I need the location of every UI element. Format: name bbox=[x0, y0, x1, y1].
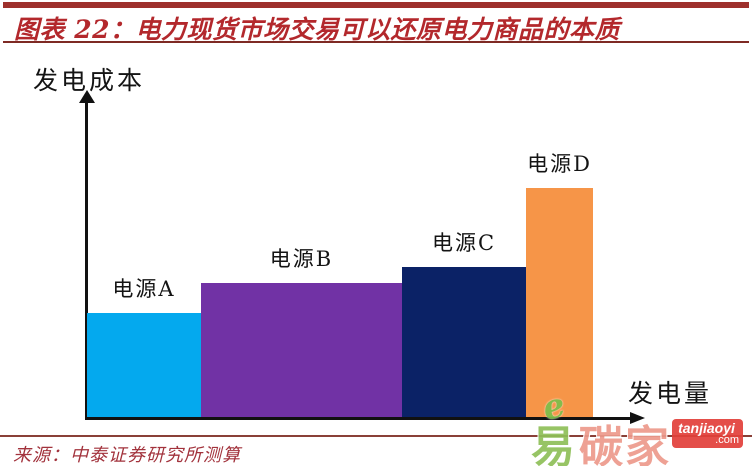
y-axis-arrow-icon bbox=[79, 90, 95, 103]
bar-label-source-d: 电源D bbox=[527, 152, 592, 176]
x-axis-line bbox=[85, 417, 632, 420]
watermark-site-name: tanjiaoyi bbox=[678, 420, 735, 436]
footer-rule bbox=[0, 435, 752, 437]
title-bottom-rule bbox=[3, 41, 749, 43]
bar-source-d bbox=[526, 188, 593, 417]
figure-title: 图表 22：电力现货市场交易可以还原电力商品的本质 bbox=[14, 15, 620, 44]
watermark-chars-red: 碳家 bbox=[579, 422, 671, 466]
watermark: e 易 碳家 tanjiaoyi .com bbox=[495, 385, 750, 466]
y-axis-line bbox=[85, 101, 88, 417]
x-axis-arrow-icon bbox=[630, 412, 645, 424]
bar-label-source-b: 电源B bbox=[269, 247, 334, 271]
bar-label-source-c: 电源C bbox=[431, 231, 497, 255]
x-axis-label: 发电量 bbox=[628, 379, 713, 408]
bar-source-c bbox=[402, 267, 526, 417]
bar-label-source-a: 电源A bbox=[112, 277, 176, 301]
source-note: 来源：中泰证券研究所测算 bbox=[13, 445, 241, 466]
watermark-site-tld: .com bbox=[715, 434, 739, 446]
bar-source-b bbox=[201, 283, 402, 417]
watermark-char-green: 易 bbox=[531, 422, 575, 466]
bar-source-a bbox=[87, 313, 201, 417]
watermark-site-badge: tanjiaoyi .com bbox=[672, 419, 743, 448]
title-top-rule bbox=[3, 2, 749, 8]
